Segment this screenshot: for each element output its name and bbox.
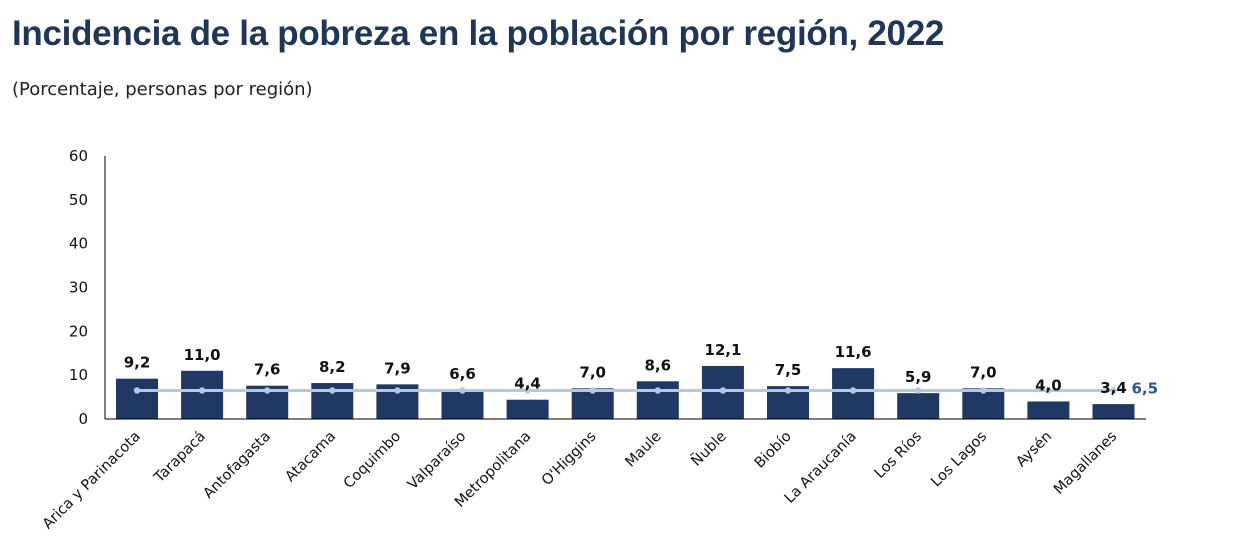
- x-tick-label: Aysén: [1013, 429, 1055, 471]
- bar: [506, 399, 549, 419]
- data-label: 7,0: [579, 363, 606, 381]
- average-label: 6,5: [1132, 380, 1159, 398]
- chart-title: Incidencia de la pobreza en la población…: [12, 14, 945, 53]
- data-label: 6,6: [449, 365, 476, 383]
- average-point: [1045, 387, 1052, 394]
- average-point: [980, 387, 987, 394]
- average-point: [264, 387, 271, 394]
- average-point: [198, 387, 206, 394]
- average-point: [915, 387, 922, 394]
- data-label: 9,2: [124, 354, 151, 372]
- average-point: [459, 387, 466, 394]
- data-label: 8,2: [319, 358, 346, 376]
- x-tick-label: Magallanes: [1051, 429, 1120, 498]
- average-point: [1110, 387, 1117, 394]
- y-tick-label: 60: [69, 147, 88, 165]
- x-tick-label: Antofagasta: [201, 429, 274, 502]
- data-label: 7,6: [254, 361, 281, 379]
- x-tick-label: Tarapacá: [151, 429, 209, 487]
- y-tick-label: 50: [69, 191, 88, 209]
- bar: [441, 390, 484, 419]
- x-tick-label: Biobío: [752, 428, 795, 471]
- data-label: 5,9: [905, 368, 932, 386]
- data-label: 11,0: [184, 346, 221, 364]
- x-tick-label: Coquimbo: [341, 428, 404, 491]
- x-tick-label: Los Lagos: [928, 429, 990, 491]
- average-point: [524, 387, 531, 394]
- x-tick-label: Los Ríos: [872, 429, 925, 482]
- y-tick-label: 30: [69, 279, 88, 297]
- data-labels: 9,2 11,0 7,6 8,2 7,9 6,6 4,4 7,0 8,6 12,1 7,5 11,6 5…: [124, 341, 1127, 397]
- data-label: 11,6: [835, 343, 872, 361]
- bar: [116, 378, 158, 419]
- y-axis: 0 10 20 30 40 50 60: [69, 147, 106, 428]
- data-label: 7,5: [775, 361, 802, 379]
- bar: [1092, 404, 1135, 419]
- x-tick-label: O'Higgins: [539, 429, 599, 489]
- average-point: [719, 387, 727, 394]
- x-tick-label: Ñuble: [688, 428, 730, 470]
- bar: [1027, 401, 1070, 419]
- data-label: 4,4: [514, 375, 541, 393]
- data-label: 7,9: [384, 359, 411, 377]
- data-label: 12,1: [704, 341, 741, 359]
- chart-subtitle: (Porcentaje, personas por región): [12, 79, 313, 100]
- data-label: 7,0: [970, 363, 997, 381]
- average-point: [654, 387, 661, 394]
- average-line: 6,5: [133, 380, 1159, 398]
- bar: [636, 381, 679, 419]
- bar: [897, 393, 940, 419]
- y-tick-label: 40: [69, 235, 88, 253]
- average-point: [133, 387, 141, 394]
- average-point: [589, 387, 596, 394]
- average-point: [329, 387, 336, 394]
- x-tick-label: Valparaíso: [405, 428, 470, 493]
- x-tick-label: Arica y Parinacota: [40, 429, 144, 533]
- data-label: 8,6: [645, 356, 672, 374]
- average-point: [849, 387, 857, 394]
- y-tick-label: 20: [69, 322, 88, 340]
- bar: [181, 370, 224, 419]
- x-tick-label: Maule: [623, 428, 665, 470]
- data-label: 4,0: [1035, 376, 1062, 394]
- x-tick-label: Atacama: [282, 429, 339, 486]
- average-point: [394, 387, 401, 394]
- y-tick-label: 0: [78, 410, 88, 428]
- data-label: 3,4: [1100, 379, 1127, 397]
- y-tick-label: 10: [69, 366, 88, 384]
- average-point: [784, 387, 792, 394]
